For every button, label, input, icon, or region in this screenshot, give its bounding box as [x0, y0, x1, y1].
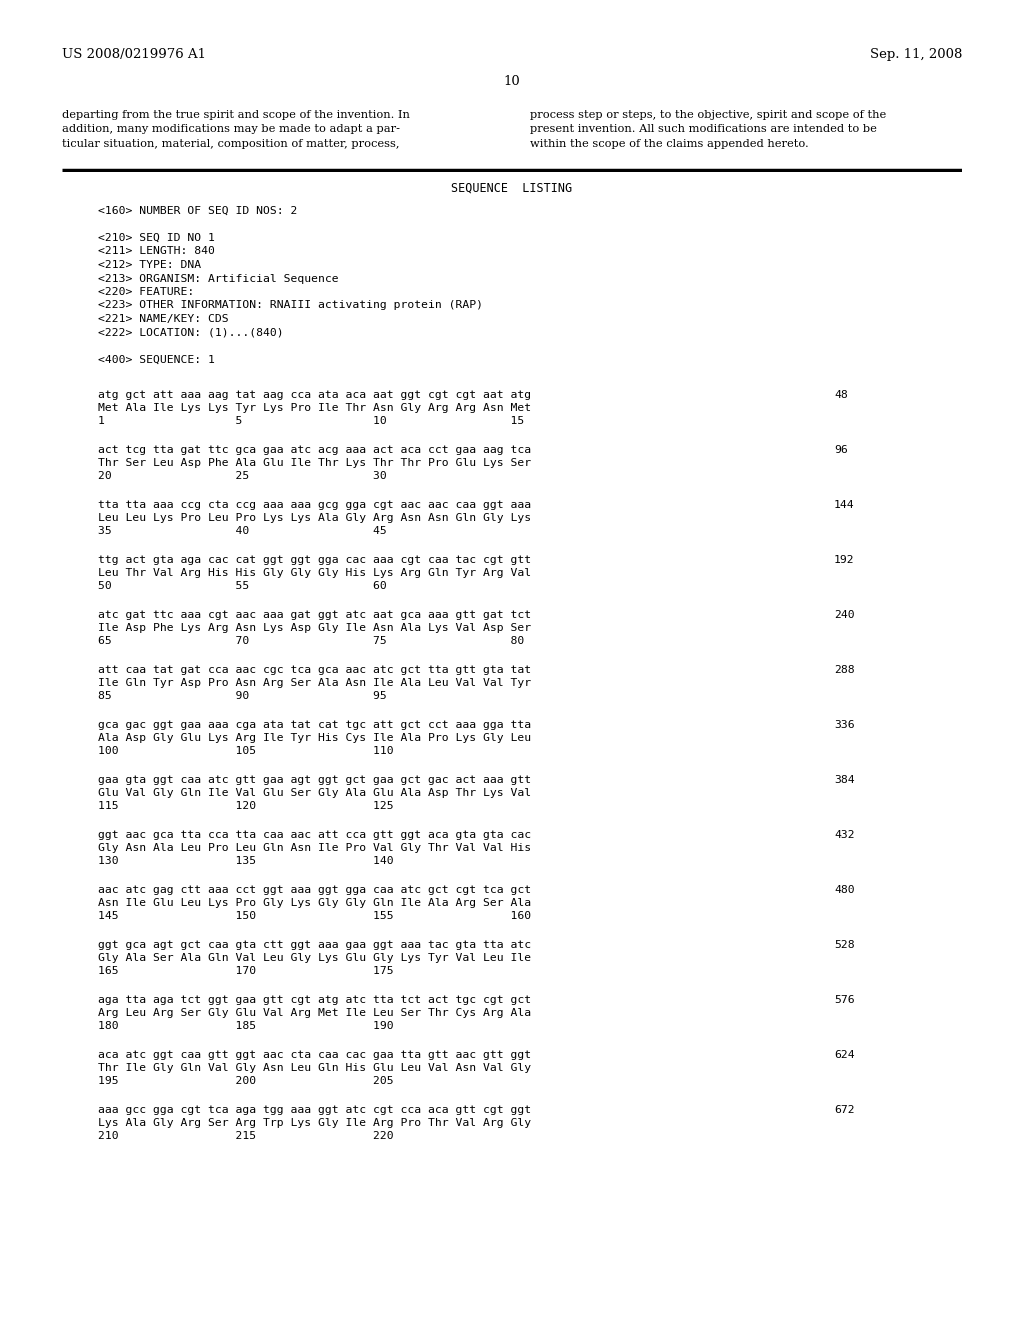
- Text: <211> LENGTH: 840: <211> LENGTH: 840: [98, 247, 215, 256]
- Text: <223> OTHER INFORMATION: RNAIII activating protein (RAP): <223> OTHER INFORMATION: RNAIII activati…: [98, 301, 483, 310]
- Text: 100                 105                 110: 100 105 110: [98, 746, 393, 756]
- Text: US 2008/0219976 A1: US 2008/0219976 A1: [62, 48, 206, 61]
- Text: Asn Ile Glu Leu Lys Pro Gly Lys Gly Gly Gln Ile Ala Arg Ser Ala: Asn Ile Glu Leu Lys Pro Gly Lys Gly Gly …: [98, 898, 531, 908]
- Text: Ile Gln Tyr Asp Pro Asn Arg Ser Ala Asn Ile Ala Leu Val Val Tyr: Ile Gln Tyr Asp Pro Asn Arg Ser Ala Asn …: [98, 678, 531, 688]
- Text: Leu Thr Val Arg His His Gly Gly Gly His Lys Arg Gln Tyr Arg Val: Leu Thr Val Arg His His Gly Gly Gly His …: [98, 568, 531, 578]
- Text: Arg Leu Arg Ser Gly Glu Val Arg Met Ile Leu Ser Thr Cys Arg Ala: Arg Leu Arg Ser Gly Glu Val Arg Met Ile …: [98, 1008, 531, 1018]
- Text: 65                  70                  75                  80: 65 70 75 80: [98, 636, 524, 645]
- Text: departing from the true spirit and scope of the invention. In: departing from the true spirit and scope…: [62, 110, 410, 120]
- Text: 180                 185                 190: 180 185 190: [98, 1020, 393, 1031]
- Text: 576: 576: [834, 995, 855, 1005]
- Text: 672: 672: [834, 1105, 855, 1115]
- Text: <220> FEATURE:: <220> FEATURE:: [98, 286, 195, 297]
- Text: ticular situation, material, composition of matter, process,: ticular situation, material, composition…: [62, 139, 399, 149]
- Text: Leu Leu Lys Pro Leu Pro Lys Lys Ala Gly Arg Asn Asn Gln Gly Lys: Leu Leu Lys Pro Leu Pro Lys Lys Ala Gly …: [98, 513, 531, 523]
- Text: ttg act gta aga cac cat ggt ggt gga cac aaa cgt caa tac cgt gtt: ttg act gta aga cac cat ggt ggt gga cac …: [98, 554, 531, 565]
- Text: 115                 120                 125: 115 120 125: [98, 801, 393, 810]
- Text: 85                  90                  95: 85 90 95: [98, 690, 387, 701]
- Text: gaa gta ggt caa atc gtt gaa agt ggt gct gaa gct gac act aaa gtt: gaa gta ggt caa atc gtt gaa agt ggt gct …: [98, 775, 531, 785]
- Text: <222> LOCATION: (1)...(840): <222> LOCATION: (1)...(840): [98, 327, 284, 338]
- Text: Ala Asp Gly Glu Lys Arg Ile Tyr His Cys Ile Ala Pro Lys Gly Leu: Ala Asp Gly Glu Lys Arg Ile Tyr His Cys …: [98, 733, 531, 743]
- Text: atg gct att aaa aag tat aag cca ata aca aat ggt cgt cgt aat atg: atg gct att aaa aag tat aag cca ata aca …: [98, 389, 531, 400]
- Text: 384: 384: [834, 775, 855, 785]
- Text: 210                 215                 220: 210 215 220: [98, 1131, 393, 1140]
- Text: act tcg tta gat ttc gca gaa atc acg aaa act aca cct gaa aag tca: act tcg tta gat ttc gca gaa atc acg aaa …: [98, 445, 531, 455]
- Text: Sep. 11, 2008: Sep. 11, 2008: [869, 48, 962, 61]
- Text: 145                 150                 155                 160: 145 150 155 160: [98, 911, 531, 921]
- Text: 96: 96: [834, 445, 848, 455]
- Text: Gly Asn Ala Leu Pro Leu Gln Asn Ile Pro Val Gly Thr Val Val His: Gly Asn Ala Leu Pro Leu Gln Asn Ile Pro …: [98, 843, 531, 853]
- Text: within the scope of the claims appended hereto.: within the scope of the claims appended …: [530, 139, 809, 149]
- Text: 50                  55                  60: 50 55 60: [98, 581, 387, 591]
- Text: 528: 528: [834, 940, 855, 950]
- Text: <213> ORGANISM: Artificial Sequence: <213> ORGANISM: Artificial Sequence: [98, 273, 339, 284]
- Text: 10: 10: [504, 75, 520, 88]
- Text: aca atc ggt caa gtt ggt aac cta caa cac gaa tta gtt aac gtt ggt: aca atc ggt caa gtt ggt aac cta caa cac …: [98, 1049, 531, 1060]
- Text: present invention. All such modifications are intended to be: present invention. All such modification…: [530, 124, 877, 135]
- Text: atc gat ttc aaa cgt aac aaa gat ggt atc aat gca aaa gtt gat tct: atc gat ttc aaa cgt aac aaa gat ggt atc …: [98, 610, 531, 620]
- Text: 624: 624: [834, 1049, 855, 1060]
- Text: SEQUENCE  LISTING: SEQUENCE LISTING: [452, 182, 572, 195]
- Text: Lys Ala Gly Arg Ser Arg Trp Lys Gly Ile Arg Pro Thr Val Arg Gly: Lys Ala Gly Arg Ser Arg Trp Lys Gly Ile …: [98, 1118, 531, 1129]
- Text: 1                   5                   10                  15: 1 5 10 15: [98, 416, 524, 426]
- Text: process step or steps, to the objective, spirit and scope of the: process step or steps, to the objective,…: [530, 110, 886, 120]
- Text: 432: 432: [834, 830, 855, 840]
- Text: Thr Ser Leu Asp Phe Ala Glu Ile Thr Lys Thr Thr Pro Glu Lys Ser: Thr Ser Leu Asp Phe Ala Glu Ile Thr Lys …: [98, 458, 531, 469]
- Text: 288: 288: [834, 665, 855, 675]
- Text: <160> NUMBER OF SEQ ID NOS: 2: <160> NUMBER OF SEQ ID NOS: 2: [98, 206, 297, 216]
- Text: <212> TYPE: DNA: <212> TYPE: DNA: [98, 260, 201, 271]
- Text: aac atc gag ctt aaa cct ggt aaa ggt gga caa atc gct cgt tca gct: aac atc gag ctt aaa cct ggt aaa ggt gga …: [98, 884, 531, 895]
- Text: 144: 144: [834, 500, 855, 510]
- Text: gca gac ggt gaa aaa cga ata tat cat tgc att gct cct aaa gga tta: gca gac ggt gaa aaa cga ata tat cat tgc …: [98, 719, 531, 730]
- Text: 192: 192: [834, 554, 855, 565]
- Text: Ile Asp Phe Lys Arg Asn Lys Asp Gly Ile Asn Ala Lys Val Asp Ser: Ile Asp Phe Lys Arg Asn Lys Asp Gly Ile …: [98, 623, 531, 634]
- Text: Gly Ala Ser Ala Gln Val Leu Gly Lys Glu Gly Lys Tyr Val Leu Ile: Gly Ala Ser Ala Gln Val Leu Gly Lys Glu …: [98, 953, 531, 964]
- Text: att caa tat gat cca aac cgc tca gca aac atc gct tta gtt gta tat: att caa tat gat cca aac cgc tca gca aac …: [98, 665, 531, 675]
- Text: 195                 200                 205: 195 200 205: [98, 1076, 393, 1086]
- Text: 240: 240: [834, 610, 855, 620]
- Text: 165                 170                 175: 165 170 175: [98, 966, 393, 975]
- Text: <210> SEQ ID NO 1: <210> SEQ ID NO 1: [98, 234, 215, 243]
- Text: Thr Ile Gly Gln Val Gly Asn Leu Gln His Glu Leu Val Asn Val Gly: Thr Ile Gly Gln Val Gly Asn Leu Gln His …: [98, 1063, 531, 1073]
- Text: Met Ala Ile Lys Lys Tyr Lys Pro Ile Thr Asn Gly Arg Arg Asn Met: Met Ala Ile Lys Lys Tyr Lys Pro Ile Thr …: [98, 403, 531, 413]
- Text: 336: 336: [834, 719, 855, 730]
- Text: aga tta aga tct ggt gaa gtt cgt atg atc tta tct act tgc cgt gct: aga tta aga tct ggt gaa gtt cgt atg atc …: [98, 995, 531, 1005]
- Text: aaa gcc gga cgt tca aga tgg aaa ggt atc cgt cca aca gtt cgt ggt: aaa gcc gga cgt tca aga tgg aaa ggt atc …: [98, 1105, 531, 1115]
- Text: <221> NAME/KEY: CDS: <221> NAME/KEY: CDS: [98, 314, 228, 323]
- Text: Glu Val Gly Gln Ile Val Glu Ser Gly Ala Glu Ala Asp Thr Lys Val: Glu Val Gly Gln Ile Val Glu Ser Gly Ala …: [98, 788, 531, 799]
- Text: 48: 48: [834, 389, 848, 400]
- Text: <400> SEQUENCE: 1: <400> SEQUENCE: 1: [98, 355, 215, 364]
- Text: 480: 480: [834, 884, 855, 895]
- Text: 20                  25                  30: 20 25 30: [98, 471, 387, 480]
- Text: tta tta aaa ccg cta ccg aaa aaa gcg gga cgt aac aac caa ggt aaa: tta tta aaa ccg cta ccg aaa aaa gcg gga …: [98, 500, 531, 510]
- Text: ggt aac gca tta cca tta caa aac att cca gtt ggt aca gta gta cac: ggt aac gca tta cca tta caa aac att cca …: [98, 830, 531, 840]
- Text: 35                  40                  45: 35 40 45: [98, 525, 387, 536]
- Text: 130                 135                 140: 130 135 140: [98, 855, 393, 866]
- Text: ggt gca agt gct caa gta ctt ggt aaa gaa ggt aaa tac gta tta atc: ggt gca agt gct caa gta ctt ggt aaa gaa …: [98, 940, 531, 950]
- Text: addition, many modifications may be made to adapt a par-: addition, many modifications may be made…: [62, 124, 400, 135]
